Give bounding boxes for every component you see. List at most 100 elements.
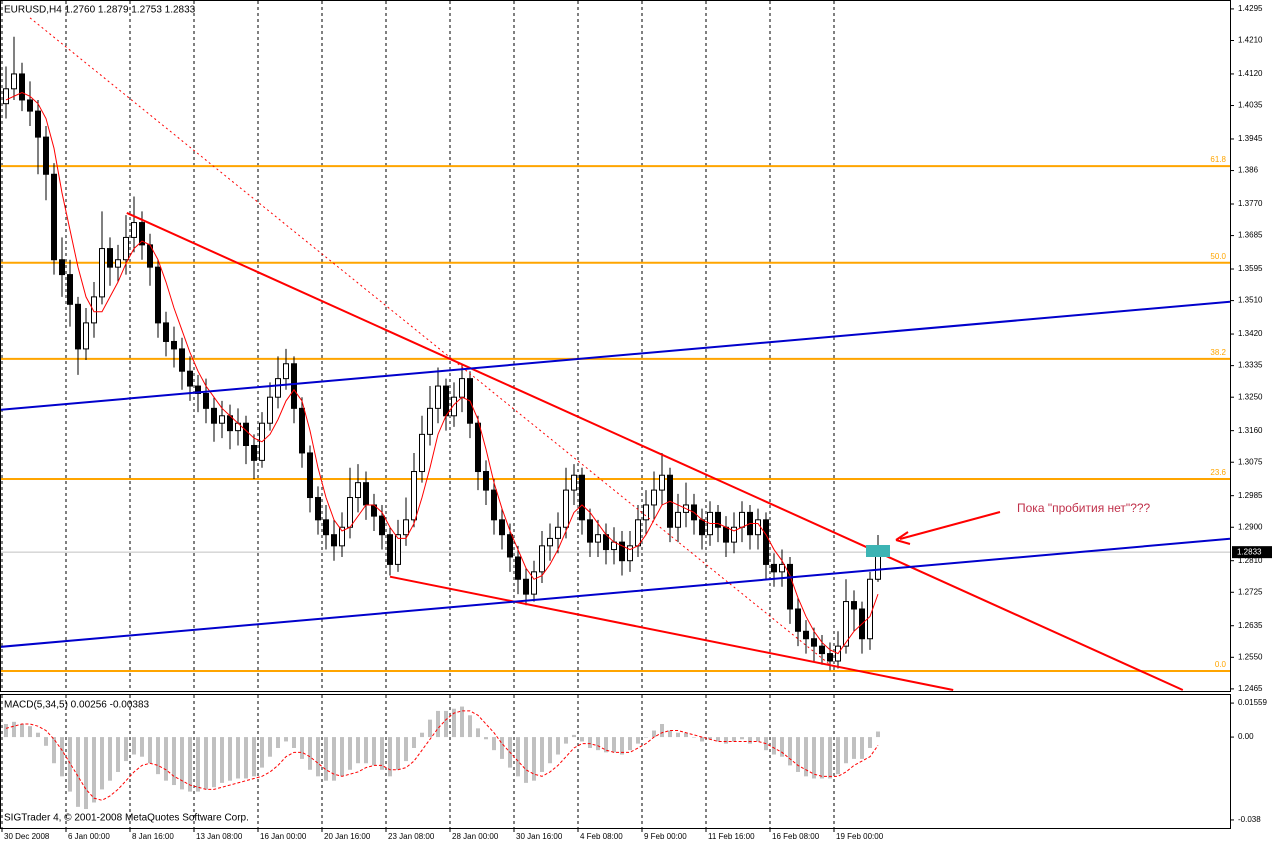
macd-bar [652,730,656,738]
candle-body [91,296,97,324]
macd-bar [572,734,576,738]
macd-bar [524,737,528,783]
y-tick-label: 1.3250 [1238,392,1263,401]
main-plot: 61.8 50.0 38.2 23.6 0.0 [1,17,1230,691]
trend-line [1,300,1230,411]
macd-bar [108,737,112,781]
macd-bar [268,737,272,757]
candle-body [283,363,289,380]
y-tick-label: 1.2550 [1238,652,1263,661]
macd-bar [564,737,568,744]
x-tick-label: 9 Feb 00:00 [644,832,687,841]
trend-line [1,537,1230,648]
y-tick-label: 1.2985 [1238,491,1263,500]
x-tick-label: 30 Dec 2008 [4,832,50,841]
candle-body [299,407,305,454]
candle-body [555,526,561,539]
moving-average [5,91,879,655]
candle-body [635,519,641,547]
candle-body [115,259,121,268]
macd-bar [308,737,312,770]
candle-body [99,248,105,298]
macd-bar [740,737,744,740]
candle-body [627,545,633,562]
macd-bar [60,737,64,777]
candle-body [267,396,273,424]
macd-bar [252,737,256,777]
macd-bar [588,737,592,748]
candle-body [403,519,409,536]
y-tick-label: -0.038 [1238,815,1261,824]
candle-body [579,474,585,521]
grid [1,1,835,828]
macd-bar [852,737,856,759]
macd-bar [180,737,184,790]
macd-bar [84,737,88,810]
y-tick-label: 1.3770 [1238,199,1263,208]
x-tick-label: 23 Jan 08:00 [388,832,435,841]
macd-bar [420,732,424,738]
x-tick-label: 16 Jan 00:00 [260,832,307,841]
candle-body [35,110,41,138]
macd-bar [484,737,488,740]
candle-body [587,519,593,543]
candle-body [427,407,433,435]
macd-bar [692,737,696,738]
macd-bar [500,737,504,759]
candle-body [11,73,17,90]
candle-body [171,340,177,350]
x-tick-label: 4 Feb 08:00 [580,832,623,841]
candle-body [723,526,729,543]
trend-line [126,211,1184,691]
candle-body [355,482,361,499]
candle-body [851,601,857,610]
macd-bar [556,737,560,755]
macd-bar [188,737,192,792]
candle-body [307,452,313,499]
macd-bar [460,706,464,738]
macd-bar [636,737,640,744]
y-tick-label: 1.4035 [1238,101,1263,110]
y-tick-label: 1.386 [1238,166,1259,175]
candle-body [779,563,785,573]
candle-body [515,556,521,580]
y-tick-label: 1.3335 [1238,361,1263,370]
candle-body [291,363,297,409]
x-tick-label: 28 Jan 00:00 [452,832,499,841]
candle-body [483,471,489,491]
candle-body [787,563,793,610]
candle-body [699,519,705,536]
macd-bar [340,737,344,777]
candle-body [451,396,457,417]
candle-body [203,392,209,409]
macd-bar [444,710,448,738]
last-price-label: 1.2833 [1237,547,1262,556]
macd-panel [0,694,1231,829]
candle-body [179,348,185,372]
candle-body [507,534,513,558]
y-tick-label: 1.3945 [1238,134,1263,143]
annotation: Пока "пробития нет"??? [1017,501,1151,515]
candle-body [531,571,537,595]
candle-body [619,541,625,562]
macd-bar [276,737,280,748]
candle-body [795,608,801,632]
candle-body [459,378,465,398]
macd-bar [732,737,736,742]
fib-label: 23.6 [1210,468,1226,477]
chart-title: EURUSD,H4 1.2760 1.2879 1.2753 1.2833 [4,5,196,16]
candle-body [715,511,721,528]
macd-bar [68,737,72,792]
candle-body [499,519,505,536]
candle-body [315,497,321,521]
last-price-box [1232,546,1272,559]
macd-bar [604,737,608,753]
candle-body [435,385,441,409]
macd-bar [540,737,544,772]
candle-body [843,601,849,647]
candle-body [19,73,25,101]
candle-body [475,422,481,473]
candle-body [211,407,217,424]
candle-body [755,519,761,536]
